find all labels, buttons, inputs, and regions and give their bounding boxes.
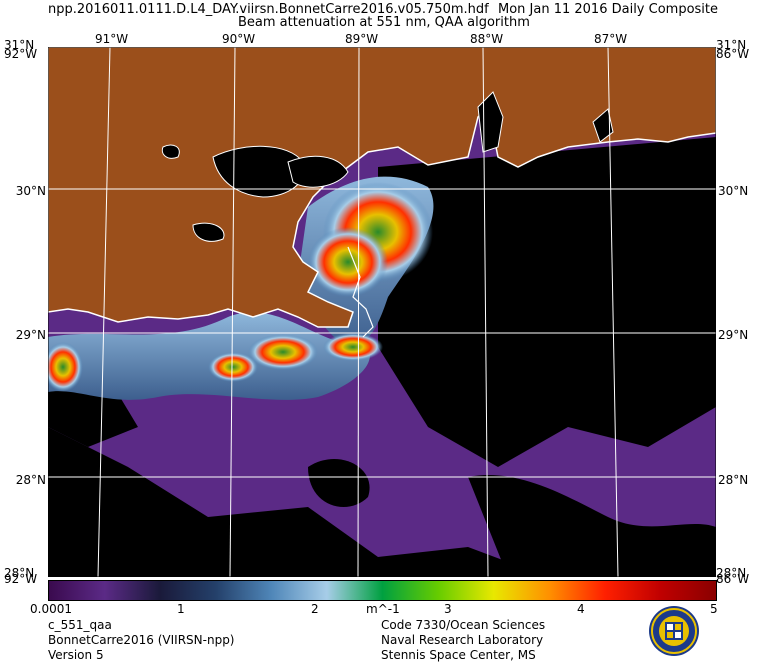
colorbar-tick-3: 3 — [444, 602, 452, 616]
footer-dataset: BonnetCarre2016 (VIIRSN-npp) — [48, 633, 235, 647]
colorbar-unit: m^-1 — [366, 602, 400, 616]
corner-tl-lat: 31°N — [4, 38, 35, 52]
lon-label-top-87: 87°W — [594, 32, 628, 46]
footer-product-code: c_551_qaa — [48, 618, 112, 632]
filename-title: npp.2016011.0111.D.L4_DAY.viirsn.BonnetC… — [48, 2, 489, 17]
lon-label-top-90: 90°W — [222, 32, 256, 46]
nodata-patches — [48, 137, 716, 577]
product-title: Beam attenuation at 551 nm, QAA algorith… — [238, 15, 530, 30]
nrl-seal-logo — [649, 606, 699, 656]
lat-label-left-30: 30°N — [15, 184, 46, 198]
lat-label-left-29: 29°N — [15, 328, 46, 342]
corner-br-lat: 28°N — [716, 566, 747, 580]
land — [48, 47, 716, 328]
corner-tr-lat: 31°N — [716, 38, 747, 52]
lat-label-right-29: 29°N — [718, 328, 749, 342]
corner-bl-lon: 92°W — [4, 572, 38, 586]
graticule — [48, 47, 716, 577]
lon-label-top-88: 88°W — [470, 32, 504, 46]
lon-label-top-89: 89°W — [345, 32, 379, 46]
lat-label-right-30: 30°N — [718, 184, 749, 198]
colorbar — [48, 580, 717, 601]
colorbar-tick-4: 4 — [577, 602, 585, 616]
colorbar-tick-2: 2 — [311, 602, 319, 616]
corner-bl-lat: 28°N — [4, 566, 35, 580]
colorbar-tick-5: 5 — [710, 602, 718, 616]
footer-lab: Naval Research Laboratory — [381, 633, 544, 647]
corner-tl-lon: 92°W — [4, 47, 38, 61]
colorbar-tick-0: 0.0001 — [30, 602, 72, 616]
footer-location: Stennis Space Center, MS — [381, 648, 536, 662]
river-delta — [347, 246, 374, 338]
lakes — [161, 91, 614, 242]
corner-br-lon: 86°W — [716, 572, 750, 586]
corner-tr-lon: 86°W — [716, 47, 750, 61]
lat-label-left-28: 28°N — [15, 473, 46, 487]
map-panel — [48, 47, 716, 577]
footer-version: Version 5 — [48, 648, 104, 662]
footer-code: Code 7330/Ocean Sciences — [381, 618, 546, 632]
lon-label-top-91: 91°W — [95, 32, 129, 46]
lat-label-right-28: 28°N — [718, 473, 749, 487]
date-title: Mon Jan 11 2016 Daily Composite — [498, 2, 719, 17]
colorbar-tick-1: 1 — [177, 602, 185, 616]
